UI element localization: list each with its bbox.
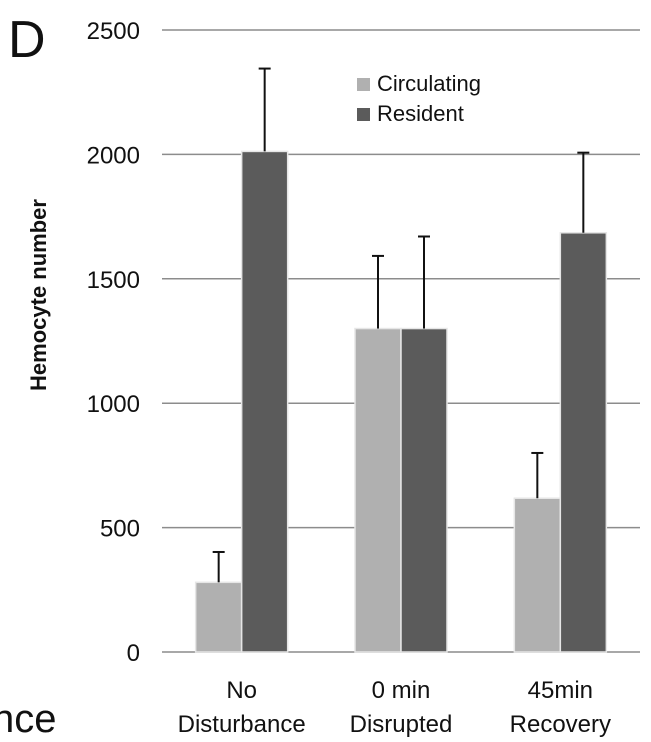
bar-resident <box>240 150 289 653</box>
category-label-line1: 0 min <box>372 677 431 704</box>
bars <box>194 150 608 653</box>
y-tick-label: 1500 <box>87 267 140 294</box>
y-axis-label: Hemocyte number <box>26 199 51 391</box>
category-label-line1: No <box>226 677 257 704</box>
y-tick-label: 2500 <box>87 18 140 45</box>
category-labels: No Disturbance 0 min Disrupted 45min Recovery <box>178 677 611 738</box>
category-label-line2: Disturbance <box>178 711 306 738</box>
legend-swatch <box>357 78 370 91</box>
legend-swatch <box>357 108 370 121</box>
legend: Circulating Resident <box>357 71 481 126</box>
bar-circulating <box>513 497 562 653</box>
category-label-line2: Disrupted <box>350 711 453 738</box>
y-tick-label: 2000 <box>87 142 140 169</box>
y-tick-label: 500 <box>100 516 140 543</box>
bar-resident <box>400 327 448 653</box>
bar-resident <box>559 232 608 653</box>
legend-label: Resident <box>377 101 464 126</box>
y-tick-labels: 0 500 1000 1500 2000 2500 <box>87 18 140 667</box>
cropped-text: nce <box>0 697 57 741</box>
bar-circulating <box>354 327 402 653</box>
legend-label: Circulating <box>377 71 481 96</box>
bar-circulating <box>194 581 243 653</box>
panel-label: D <box>8 11 46 69</box>
category-label-line2: Recovery <box>510 711 611 738</box>
category-label-line1: 45min <box>528 677 593 704</box>
y-tick-label: 0 <box>127 640 140 667</box>
y-tick-label: 1000 <box>87 391 140 418</box>
error-bars <box>212 67 590 583</box>
